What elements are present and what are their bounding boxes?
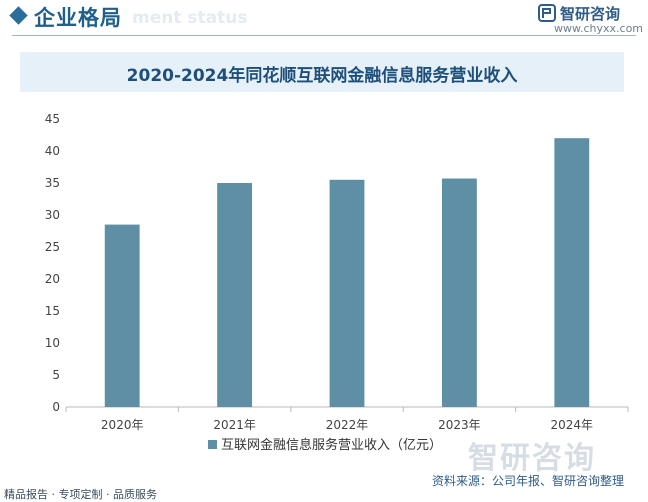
y-tick-label: 40 (45, 144, 60, 158)
legend-swatch (208, 440, 217, 449)
chart-title-bar: 2020-2024年同花顺互联网金融信息服务营业收入 (20, 52, 624, 92)
bar (104, 224, 140, 407)
x-tick-label: 2022年 (326, 418, 369, 432)
section-header: 企业格局 ment status 智研咨询 www.chyxx.com (0, 0, 648, 35)
y-tick-label: 0 (52, 400, 60, 414)
header-divider (12, 35, 636, 36)
source-note: 资料来源：公司年报、智研咨询整理 (432, 474, 625, 488)
brand-logo-icon (538, 4, 556, 22)
watermark-text: 智研咨询 (468, 441, 596, 476)
y-tick-label: 20 (45, 272, 60, 286)
bar (217, 183, 253, 407)
brand-name: 智研咨询 (560, 5, 621, 23)
x-tick-label: 2021年 (213, 418, 256, 432)
bar (554, 138, 590, 407)
bar-chart: 0 5 10 15 20 25 30 35 40 45 2020年 2021年 2022年 2023年 20… (45, 112, 629, 453)
y-tick-label: 5 (52, 368, 60, 382)
y-tick-label: 35 (45, 176, 60, 190)
chart-title: 2020-2024年同花顺互联网金融信息服务营业收入 (126, 66, 518, 86)
brand-url: www.chyxx.com (554, 22, 644, 35)
x-tick-label: 2024年 (551, 418, 594, 432)
x-tick-label: 2020年 (101, 418, 144, 432)
y-tick-label: 10 (45, 336, 60, 350)
legend-label: 互联网金融信息服务营业收入（亿元） (221, 437, 442, 453)
x-tick-label: 2023年 (438, 418, 481, 432)
bar (441, 178, 477, 407)
y-tick-label: 15 (45, 304, 60, 318)
footer-tagline: 精品报告 · 专项定制 · 品质服务 (4, 488, 157, 501)
bar (329, 179, 365, 407)
section-title: 企业格局 (34, 6, 122, 30)
diamond-icon (9, 6, 28, 25)
y-tick-label: 45 (45, 112, 60, 126)
brand-logo-block: 智研咨询 www.chyxx.com (538, 3, 643, 35)
y-tick-label: 25 (45, 240, 60, 254)
y-tick-label: 30 (45, 208, 60, 222)
section-subtitle-watermark: ment status (132, 8, 248, 28)
